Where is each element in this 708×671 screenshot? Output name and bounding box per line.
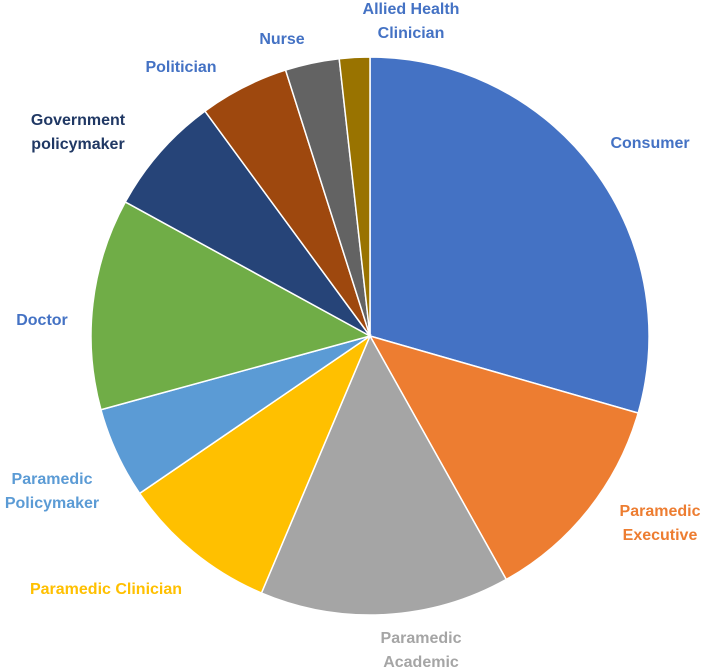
slice-label-consumer: Consumer — [610, 135, 689, 152]
pie-slice-allied-health-clinician — [338, 56, 371, 337]
slice-label-allied-health-clinician: Allied Health Clinician — [363, 1, 460, 42]
slice-label-paramedic-policymaker: Paramedic Policymaker — [5, 471, 99, 512]
pie-slice-paramedic-executive — [368, 334, 640, 581]
pie-slice-paramedic-clinician — [138, 333, 372, 595]
slice-label-paramedic-academic: Paramedic Academic — [381, 630, 462, 671]
pie-slice-consumer — [369, 56, 650, 414]
slice-label-paramedic-clinician: Paramedic Clinician — [30, 581, 182, 598]
slice-label-doctor: Doctor — [16, 312, 68, 329]
pie-slice-doctor — [90, 200, 372, 411]
slice-label-politician: Politician — [145, 59, 216, 76]
slice-label-paramedic-executive: Paramedic Executive — [620, 503, 701, 544]
pie-slice-paramedic-academic — [260, 334, 508, 616]
slice-label-government-policymaker: Government policymaker — [31, 112, 126, 153]
pie-slice-government-policymaker — [124, 110, 371, 337]
slice-label-nurse: Nurse — [259, 31, 304, 48]
